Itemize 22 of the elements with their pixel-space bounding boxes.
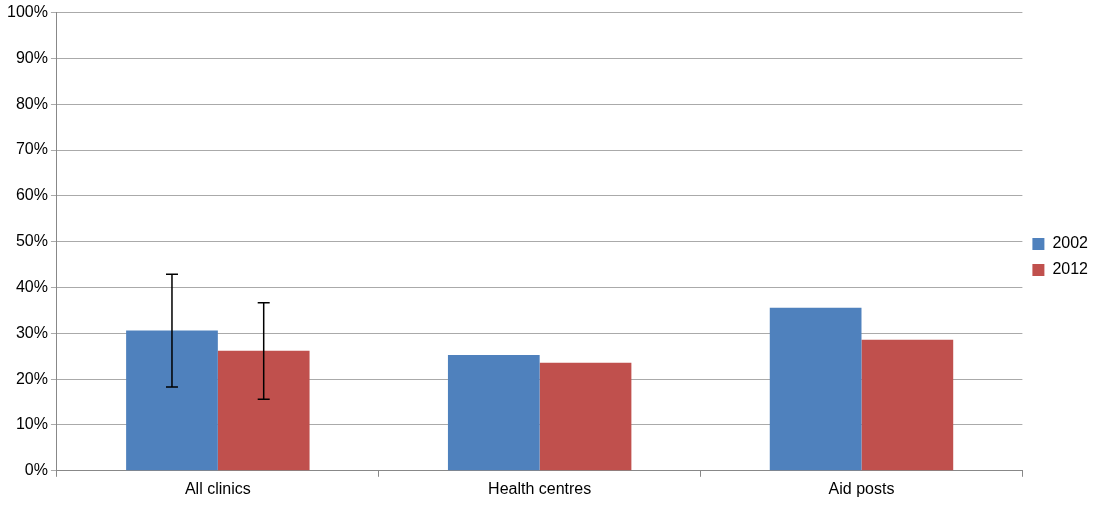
y-tick-label: 40% bbox=[15, 277, 48, 295]
y-tick-label: 100% bbox=[7, 3, 48, 21]
bar bbox=[217, 350, 310, 471]
y-tick-label: 30% bbox=[15, 323, 48, 341]
y-tick-label: 10% bbox=[15, 415, 48, 433]
y-tick-label: 70% bbox=[15, 140, 48, 158]
y-tick-label: 80% bbox=[15, 94, 48, 112]
legend-label: 2002 bbox=[1052, 234, 1089, 252]
x-tick-label: Health centres bbox=[488, 479, 592, 497]
legend-label: 2012 bbox=[1052, 260, 1089, 278]
y-tick-label: 20% bbox=[15, 369, 48, 387]
bar bbox=[447, 354, 540, 471]
bar bbox=[539, 362, 632, 471]
y-tick-label: 90% bbox=[15, 48, 48, 66]
bar bbox=[861, 339, 954, 471]
y-tick-label: 50% bbox=[15, 232, 48, 250]
x-tick-label: All clinics bbox=[184, 479, 251, 497]
x-tick-label: Aid posts bbox=[828, 479, 895, 497]
y-tick-label: 0% bbox=[24, 461, 48, 479]
bar bbox=[126, 330, 218, 471]
bar bbox=[769, 307, 862, 471]
y-tick-label: 60% bbox=[15, 186, 48, 204]
